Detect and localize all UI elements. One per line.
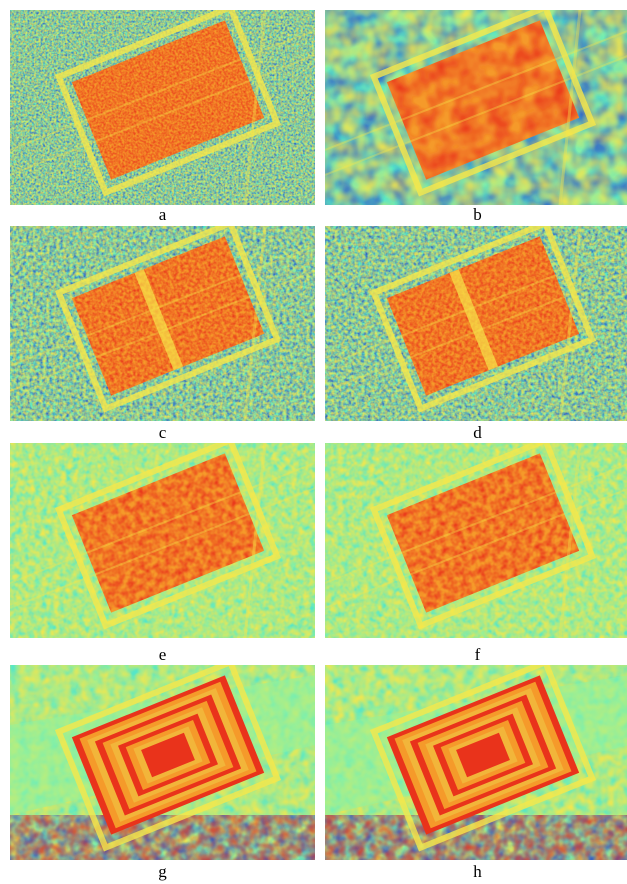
caption-d: d (473, 423, 482, 442)
texture-image (10, 10, 315, 205)
caption-a: a (158, 205, 167, 224)
panel-a (10, 10, 315, 205)
texture-image (10, 665, 315, 860)
caption-c: c (158, 423, 167, 442)
texture-image (325, 665, 627, 860)
panel-h (325, 665, 627, 860)
texture-image (325, 443, 627, 638)
texture-image (325, 226, 627, 421)
caption-e: e (158, 645, 167, 664)
panel-d (325, 226, 627, 421)
panel-c (10, 226, 315, 421)
panel-g (10, 665, 315, 860)
panel-f (325, 443, 627, 638)
caption-b: b (473, 205, 482, 224)
panel-e (10, 443, 315, 638)
texture-image (10, 443, 315, 638)
caption-f: f (474, 645, 481, 664)
texture-image (325, 10, 627, 205)
caption-g: g (158, 862, 167, 881)
texture-image (10, 226, 315, 421)
panel-b (325, 10, 627, 205)
caption-h: h (473, 862, 482, 881)
